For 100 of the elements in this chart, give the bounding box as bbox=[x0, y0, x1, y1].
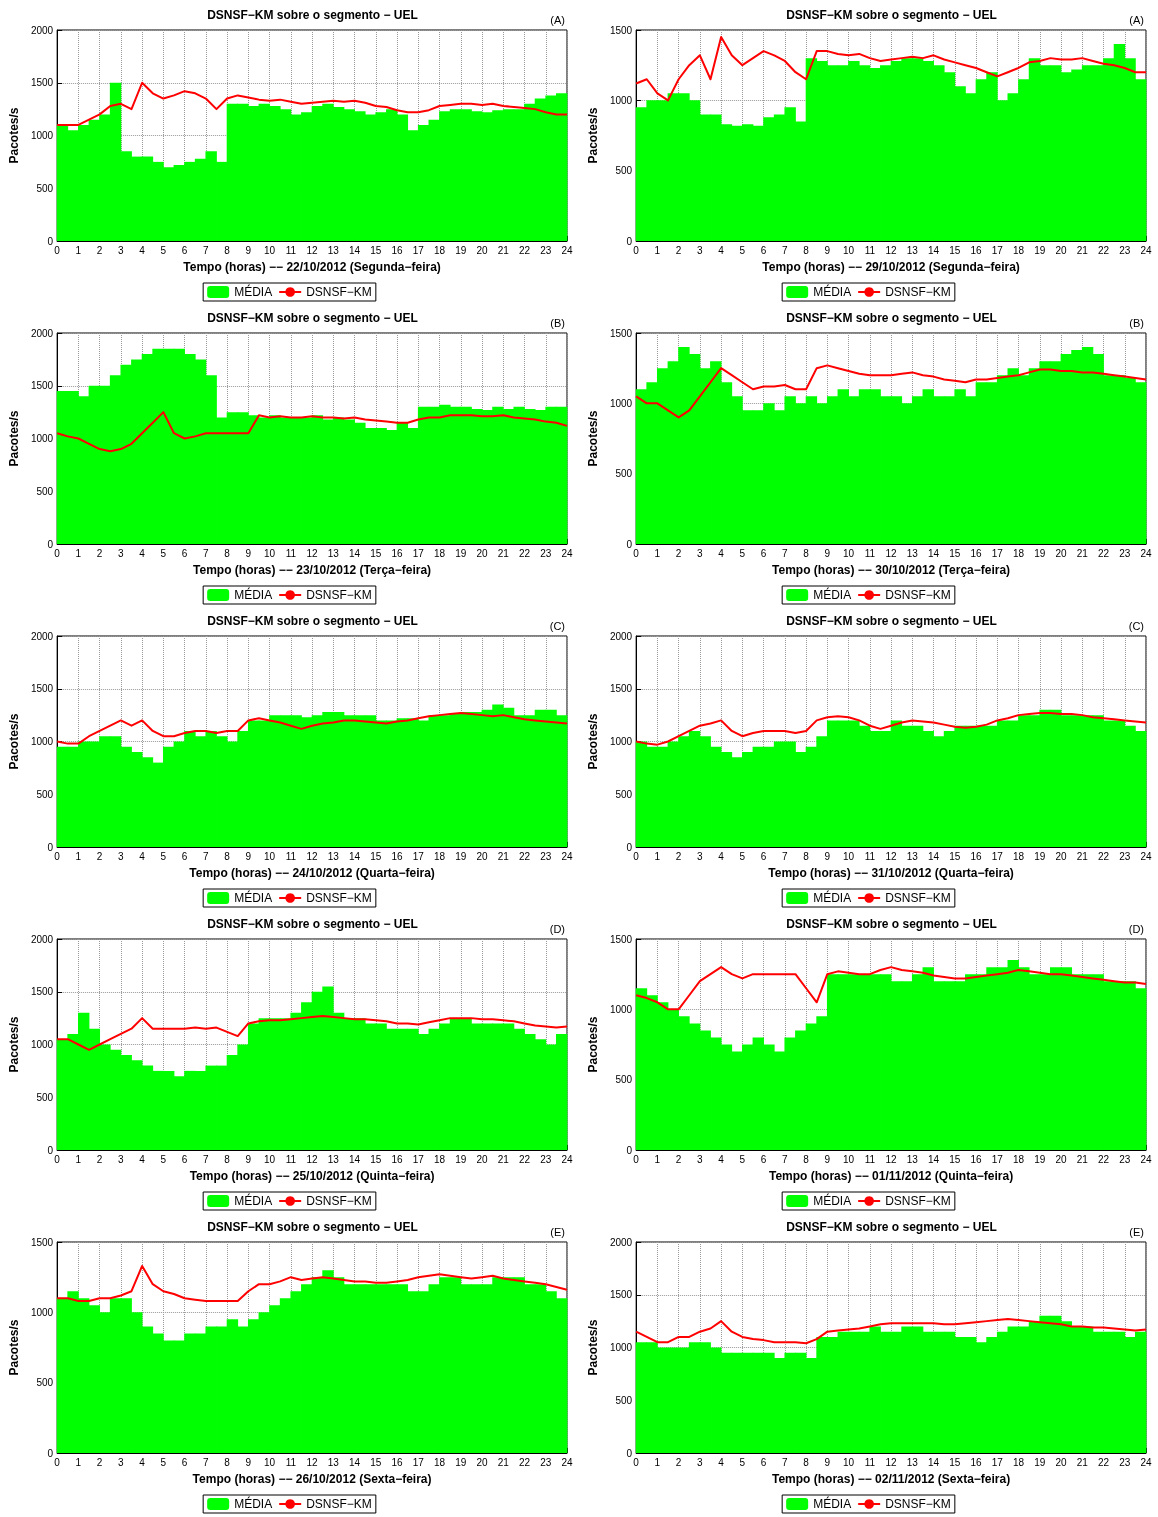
legend-label: MÉDIA bbox=[813, 1193, 852, 1208]
x-tick-label: 15 bbox=[949, 547, 961, 559]
x-tick-label: 21 bbox=[497, 1456, 510, 1468]
x-tick-label: 1 bbox=[75, 1456, 82, 1468]
x-tick-label: 7 bbox=[203, 1153, 210, 1165]
x-axis-title: Tempo (horas) −− 25/10/2012 (Quinta−feira) bbox=[189, 1169, 435, 1183]
x-tick-label: 4 bbox=[718, 244, 725, 256]
x-tick-label: 7 bbox=[782, 850, 789, 862]
x-tick-label: 23 bbox=[540, 1153, 552, 1165]
x-tick-label: 12 bbox=[885, 1456, 898, 1468]
legend-label: MÉDIA bbox=[813, 587, 852, 602]
legend-label: DSNSF−KM bbox=[885, 285, 951, 299]
x-tick-label: 9 bbox=[245, 1456, 252, 1468]
x-tick-label: 16 bbox=[970, 244, 983, 256]
chart-title: DSNSF−KM sobre o segmento − UEL bbox=[786, 8, 997, 22]
y-axis-title: Pacotes/s bbox=[7, 107, 21, 164]
x-tick-label: 22 bbox=[1097, 547, 1110, 559]
x-tick-label: 22 bbox=[518, 547, 531, 559]
y-tick-label: 1500 bbox=[30, 986, 54, 998]
y-axis-title: Pacotes/s bbox=[7, 713, 21, 770]
x-tick-label: 10 bbox=[843, 1456, 855, 1468]
y-tick-label: 2000 bbox=[30, 933, 54, 945]
x-tick-label: 18 bbox=[433, 547, 446, 559]
x-tick-label: 20 bbox=[1055, 1153, 1068, 1165]
x-tick-label: 22 bbox=[518, 1456, 531, 1468]
x-tick-label: 18 bbox=[1012, 244, 1025, 256]
x-tick-label: 21 bbox=[497, 850, 510, 862]
x-tick-label: 9 bbox=[245, 850, 252, 862]
x-tick-label: 10 bbox=[843, 850, 855, 862]
legend-label: MÉDIA bbox=[813, 1496, 852, 1511]
x-tick-label: 6 bbox=[181, 244, 188, 256]
x-tick-label: 1 bbox=[654, 244, 661, 256]
x-tick-label: 2 bbox=[96, 547, 103, 559]
y-tick-label: 1500 bbox=[30, 683, 54, 695]
legend-label: MÉDIA bbox=[234, 587, 273, 602]
x-tick-label: 6 bbox=[760, 1153, 767, 1165]
y-tick-label: 2000 bbox=[609, 630, 633, 642]
x-tick-label: 15 bbox=[370, 1153, 382, 1165]
y-axis-title: Pacotes/s bbox=[586, 1016, 600, 1073]
x-tick-label: 18 bbox=[433, 1456, 446, 1468]
x-tick-label: 13 bbox=[327, 850, 340, 862]
x-tick-label: 14 bbox=[928, 244, 940, 256]
x-axis-title: Tempo (horas) −− 22/10/2012 (Segunda−feira) bbox=[183, 260, 441, 274]
x-tick-label: 19 bbox=[1034, 547, 1046, 559]
x-tick-label: 19 bbox=[455, 244, 467, 256]
x-tick-label: 4 bbox=[139, 244, 146, 256]
text: (A) bbox=[550, 13, 566, 26]
y-tick-label: 500 bbox=[615, 1394, 633, 1406]
x-tick-label: 8 bbox=[224, 1153, 231, 1165]
x-tick-label: 8 bbox=[224, 244, 231, 256]
x-tick-label: 11 bbox=[285, 1153, 297, 1165]
text: (E) bbox=[1129, 1225, 1145, 1238]
x-tick-label: 20 bbox=[476, 1153, 489, 1165]
y-axis-title: Pacotes/s bbox=[7, 1016, 21, 1073]
y-tick-label: 1000 bbox=[30, 433, 54, 444]
x-tick-label: 20 bbox=[1055, 850, 1068, 862]
x-tick-label: 2 bbox=[675, 850, 682, 862]
x-tick-label: 16 bbox=[391, 850, 404, 862]
x-tick-label: 15 bbox=[949, 1153, 961, 1165]
x-tick-label: 9 bbox=[824, 1456, 831, 1468]
chart-title: DSNSF−KM sobre o segmento − UEL bbox=[786, 1220, 997, 1234]
x-tick-label: 5 bbox=[160, 850, 167, 862]
x-tick-label: 17 bbox=[991, 244, 1004, 256]
x-tick-label: 4 bbox=[139, 850, 146, 862]
x-tick-label: 2 bbox=[675, 547, 682, 559]
x-tick-label: 1 bbox=[654, 850, 661, 862]
x-tick-label: 24 bbox=[561, 850, 573, 862]
x-tick-label: 18 bbox=[433, 244, 446, 256]
y-tick-label: 1000 bbox=[609, 94, 633, 106]
x-tick-label: 15 bbox=[949, 244, 961, 256]
x-tick-label: 4 bbox=[139, 1456, 146, 1468]
x-tick-label: 16 bbox=[391, 547, 404, 559]
x-tick-label: 22 bbox=[518, 244, 531, 256]
x-tick-label: 11 bbox=[285, 244, 297, 256]
x-tick-label: 3 bbox=[697, 1153, 704, 1165]
text: (A) bbox=[1129, 13, 1145, 26]
x-tick-label: 16 bbox=[391, 1456, 404, 1468]
x-axis-title: Tempo (horas) −− 02/11/2012 (Sexta−feira) bbox=[771, 1472, 1011, 1486]
legend-label: DSNSF−KM bbox=[306, 285, 372, 299]
x-tick-label: 20 bbox=[1055, 1456, 1068, 1468]
y-axis-title: Pacotes/s bbox=[586, 410, 600, 467]
y-axis-title: Pacotes/s bbox=[586, 1319, 600, 1376]
legend-label: MÉDIA bbox=[813, 890, 852, 905]
x-tick-label: 22 bbox=[1097, 244, 1110, 256]
x-tick-label: 7 bbox=[782, 244, 789, 256]
y-axis-title: Pacotes/s bbox=[7, 1319, 21, 1376]
x-tick-label: 5 bbox=[739, 1153, 746, 1165]
x-tick-label: 14 bbox=[349, 1153, 361, 1165]
x-tick-label: 23 bbox=[1119, 244, 1131, 256]
x-tick-label: 18 bbox=[433, 1153, 446, 1165]
x-tick-label: 2 bbox=[96, 850, 103, 862]
x-tick-label: 17 bbox=[991, 1153, 1004, 1165]
y-tick-label: 500 bbox=[36, 485, 54, 497]
x-tick-label: 17 bbox=[412, 1456, 425, 1468]
x-tick-label: 23 bbox=[1119, 1456, 1131, 1468]
x-tick-label: 11 bbox=[864, 547, 876, 559]
chart-title: DSNSF−KM sobre o segmento − UEL bbox=[207, 311, 418, 325]
y-tick-label: 1500 bbox=[609, 327, 633, 339]
y-tick-label: 1000 bbox=[30, 130, 54, 141]
legend-label: MÉDIA bbox=[234, 890, 273, 905]
